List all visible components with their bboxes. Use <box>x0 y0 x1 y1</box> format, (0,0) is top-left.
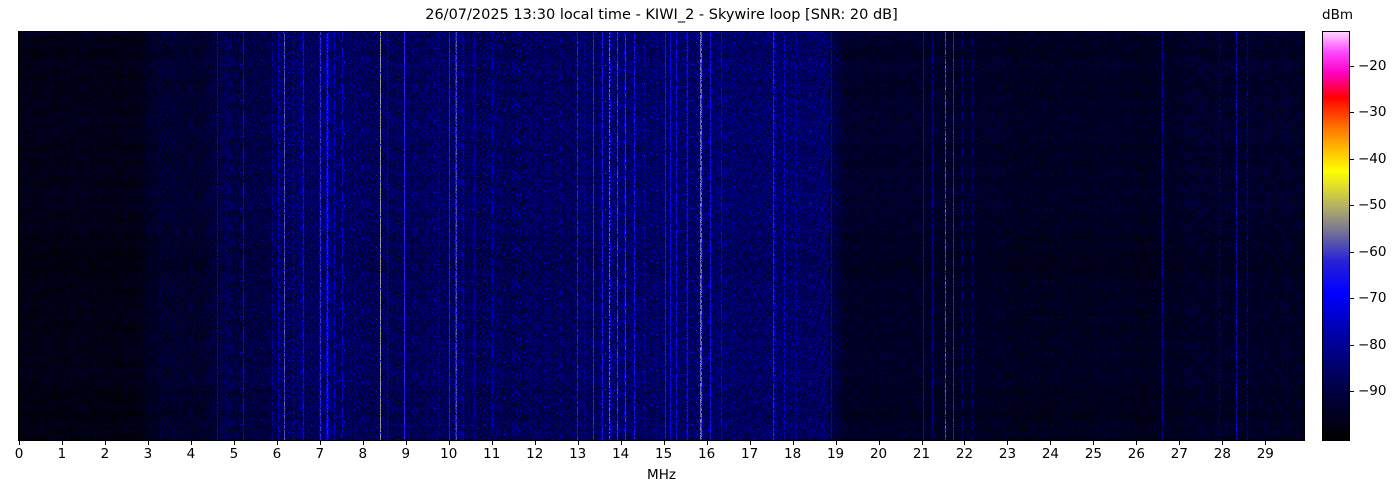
colorbar-tick-label: −40 <box>1358 150 1387 167</box>
x-tick-label: 7 <box>315 446 325 462</box>
x-tick-mark <box>964 441 966 445</box>
x-tick-mark <box>1222 441 1224 445</box>
x-tick-mark <box>1007 441 1009 445</box>
x-tick-mark <box>104 441 106 445</box>
x-tick-label: 15 <box>655 446 673 462</box>
x-tick-label: 18 <box>783 446 802 462</box>
waterfall-heatmap-canvas[interactable] <box>19 32 1304 440</box>
x-tick-mark <box>448 441 450 445</box>
x-tick-mark <box>749 441 751 445</box>
colorbar-tick-mark <box>1350 391 1354 393</box>
spectrogram-plot-area[interactable] <box>18 31 1305 441</box>
colorbar-tick-label: −70 <box>1358 290 1387 307</box>
x-axis: 0 1 2 3 4 5 6 7 8 9 10 11 12 13 14 15 16 17 18 19 20 21 22 23 24… <box>14 441 1305 471</box>
x-tick-label: 10 <box>440 446 458 462</box>
x-tick-mark <box>620 441 622 445</box>
colorbar-tick-mark <box>1350 251 1354 253</box>
x-tick-label: 28 <box>1213 446 1231 462</box>
x-tick-mark <box>1179 441 1181 445</box>
x-tick-mark <box>921 441 923 445</box>
x-tick-mark <box>190 441 192 445</box>
colorbar-tick-label: −90 <box>1358 383 1387 400</box>
x-tick-label: 26 <box>1127 446 1145 462</box>
x-tick-label: 19 <box>826 446 845 462</box>
x-tick-label: 2 <box>100 446 110 462</box>
x-tick-mark <box>835 441 837 445</box>
x-tick-label: 24 <box>1041 446 1060 462</box>
x-tick-mark <box>577 441 579 445</box>
x-tick-mark <box>19 441 20 445</box>
colorbar-tick-mark <box>1350 205 1354 207</box>
x-tick-label: 21 <box>912 446 931 462</box>
colorbar-tick-label: −30 <box>1358 104 1387 121</box>
x-tick-label: 9 <box>401 446 411 462</box>
x-tick-label: 25 <box>1084 446 1102 462</box>
colorbar-tick-label: −60 <box>1358 243 1387 260</box>
x-tick-mark <box>405 441 407 445</box>
x-tick-mark <box>362 441 364 445</box>
colorbar-gradient <box>1323 32 1349 440</box>
colorbar-tick-mark <box>1350 112 1354 114</box>
colorbar-tick-label: −80 <box>1358 336 1387 353</box>
x-tick-label: 8 <box>358 446 368 462</box>
colorbar-axis: −20 −30 −40 −50 −60 −70 −80 −90 <box>1350 31 1400 441</box>
x-tick-mark <box>792 441 794 445</box>
x-tick-label: 27 <box>1170 446 1188 462</box>
x-tick-label: 20 <box>869 446 888 462</box>
colorbar[interactable] <box>1322 31 1350 441</box>
x-tick-label: 17 <box>741 446 759 462</box>
x-tick-mark <box>663 441 665 445</box>
x-tick-label: 23 <box>998 446 1017 462</box>
x-tick-label: 1 <box>57 446 67 462</box>
x-tick-label: 16 <box>698 446 716 462</box>
x-tick-label: 11 <box>483 446 501 462</box>
x-tick-mark <box>147 441 149 445</box>
x-tick-mark <box>61 441 63 445</box>
x-tick-mark <box>276 441 278 445</box>
x-tick-label: 13 <box>569 446 587 462</box>
x-tick-mark <box>1265 441 1267 445</box>
x-tick-mark <box>1093 441 1095 445</box>
colorbar-label: dBm <box>1322 7 1353 23</box>
x-tick-mark <box>491 441 493 445</box>
x-axis-label: MHz <box>647 467 676 483</box>
x-tick-label: 4 <box>186 446 196 462</box>
x-tick-label: 3 <box>143 446 153 462</box>
page-title: 26/07/2025 13:30 local time - KIWI_2 - S… <box>425 7 898 23</box>
x-tick-mark <box>319 441 321 445</box>
colorbar-tick-mark <box>1350 158 1354 160</box>
x-tick-label: 6 <box>272 446 282 462</box>
x-tick-label: 5 <box>229 446 239 462</box>
x-tick-label: 22 <box>955 446 974 462</box>
x-tick-mark <box>534 441 536 445</box>
colorbar-tick-label: −20 <box>1358 57 1387 74</box>
colorbar-tick-label: −50 <box>1358 197 1387 214</box>
x-tick-mark <box>706 441 708 445</box>
colorbar-tick-mark <box>1350 298 1354 300</box>
x-tick-label: 12 <box>526 446 544 462</box>
x-tick-mark <box>233 441 235 445</box>
x-tick-label: 0 <box>14 446 24 462</box>
x-tick-mark <box>1136 441 1138 445</box>
colorbar-tick-mark <box>1350 65 1354 67</box>
x-tick-mark <box>1050 441 1052 445</box>
x-tick-label: 14 <box>612 446 630 462</box>
colorbar-tick-mark <box>1350 344 1354 346</box>
x-tick-mark <box>878 441 880 445</box>
x-tick-label: 29 <box>1256 446 1274 462</box>
